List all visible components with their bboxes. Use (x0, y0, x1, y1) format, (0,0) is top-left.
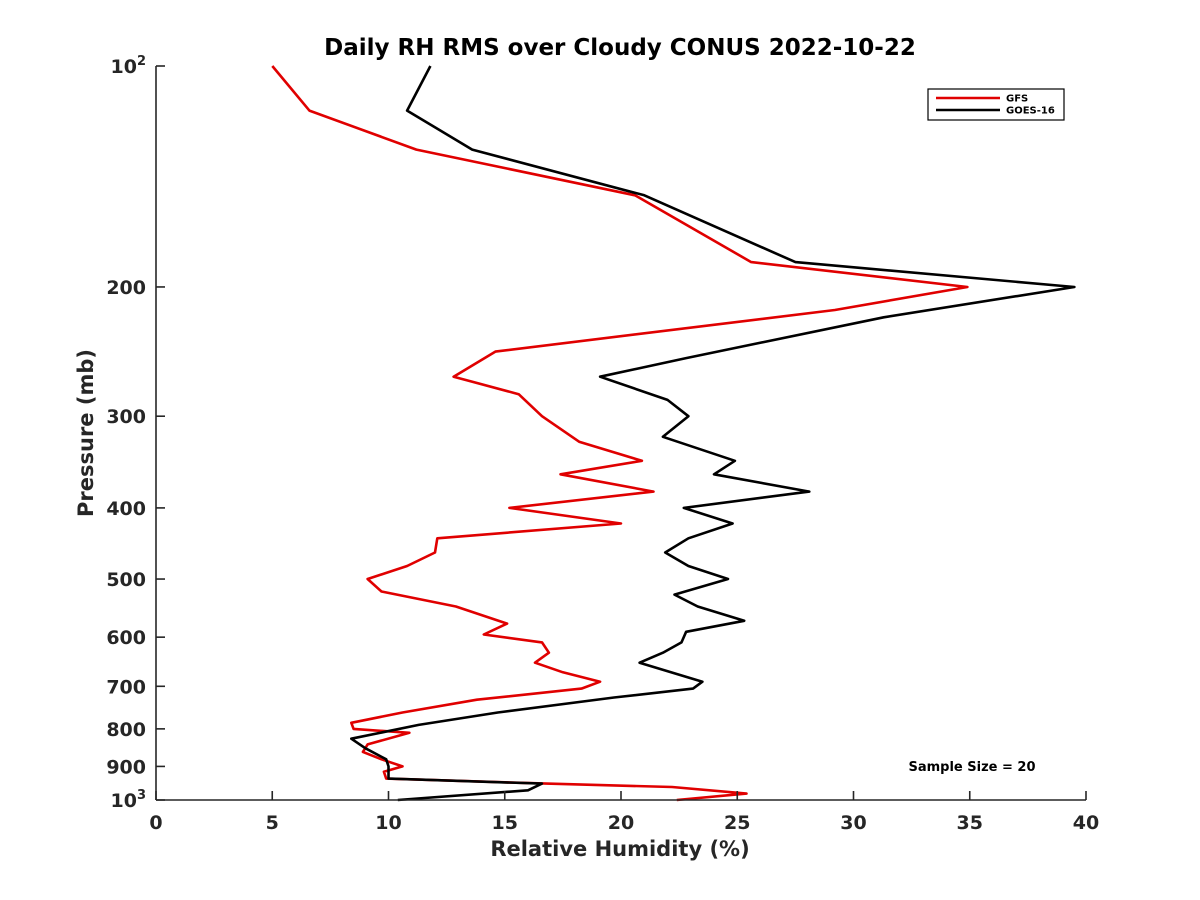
y-tick-label: 600 (106, 627, 146, 649)
x-tick-label: 10 (375, 812, 401, 834)
y-tick-label: 900 (106, 756, 146, 778)
x-tick-label: 0 (149, 812, 162, 834)
y-tick-label: 500 (106, 569, 146, 591)
y-tick-label: 800 (106, 719, 146, 741)
series-line-gfs (271, 65, 969, 802)
x-tick-label: 35 (957, 812, 983, 834)
y-tick-label: 400 (106, 498, 146, 520)
legend-box (927, 88, 1065, 121)
legend: GFS GOES-16 (927, 88, 1065, 121)
y-tick-label: 700 (106, 676, 146, 698)
x-axis-title: Relative Humidity (%) (490, 837, 749, 861)
y-ticks: 102 200 300 400 500 600 700 800 900 103 (106, 54, 165, 812)
x-tick-label: 30 (840, 812, 866, 834)
y-axis-title: Pressure (mb) (74, 349, 98, 517)
x-ticks: 0 5 10 15 20 25 30 35 40 (149, 791, 1099, 834)
x-tick-label: 15 (492, 812, 518, 834)
chart-title: Daily RH RMS over Cloudy CONUS 2022-10-2… (324, 35, 916, 61)
sample-size-annotation: Sample Size = 20 (908, 760, 1035, 775)
x-tick-label: 40 (1073, 812, 1099, 834)
x-tick-label: 25 (724, 812, 750, 834)
y-tick-label: 300 (106, 406, 146, 428)
plot-lines (271, 65, 1076, 802)
legend-label-goes16: GOES-16 (1006, 106, 1055, 117)
legend-label-gfs: GFS (1006, 94, 1028, 105)
y-tick-label: 200 (106, 277, 146, 299)
series-line-goes-16 (349, 65, 1076, 802)
x-tick-label: 20 (608, 812, 634, 834)
y-tick-label: 103 (111, 788, 147, 812)
y-tick-label: 102 (111, 54, 147, 78)
x-tick-label: 5 (266, 812, 279, 834)
